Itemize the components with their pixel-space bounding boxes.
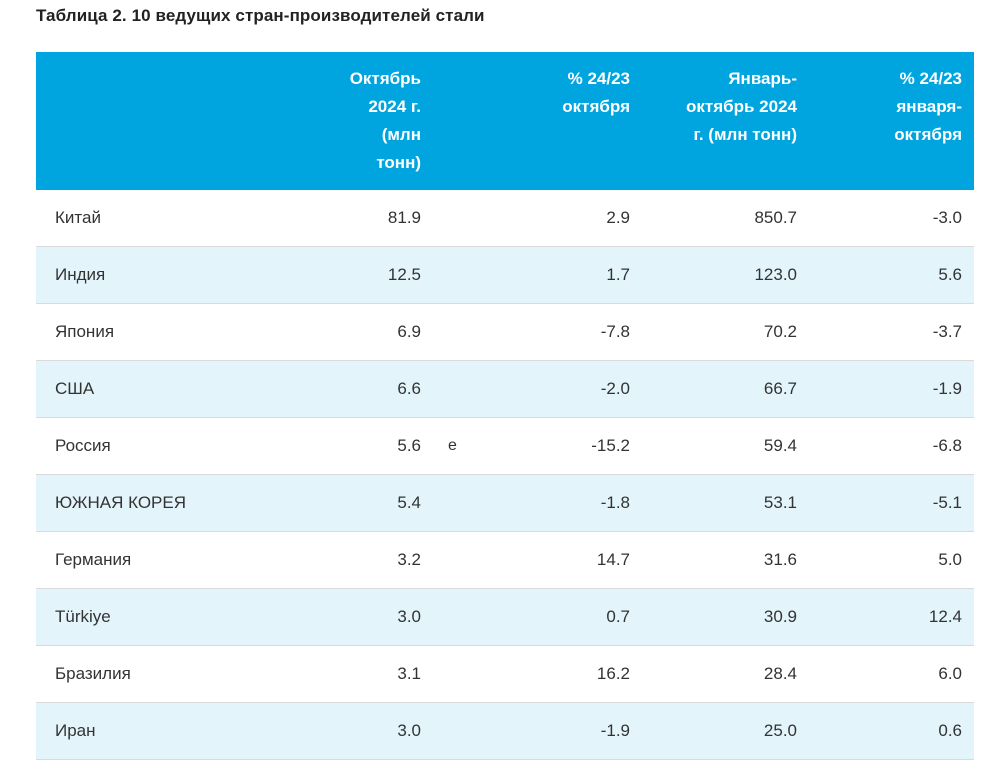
pct-oct-cell: -7.8 — [600, 322, 630, 341]
jan-oct-2024-cell: 31.6 — [763, 550, 797, 569]
country-cell: Иран — [55, 721, 96, 740]
pct-oct-cell: 16.2 — [596, 664, 630, 683]
oct-2024-cell: 5.4 — [397, 493, 421, 512]
jan-oct-2024-cell: 30.9 — [763, 607, 797, 626]
table-row: Türkiye 3.0 0.7 30.9 12.4 — [36, 588, 974, 646]
pct-jan-oct-cell: -6.8 — [932, 436, 962, 455]
oct-2024-cell: 3.2 — [397, 550, 421, 569]
pct-oct-cell: 14.7 — [596, 550, 630, 569]
estimate-note: e — [448, 437, 457, 454]
steel-producers-table: Октябрь 2024 г. (млн тонн) % 24/23 октяб… — [36, 52, 974, 760]
country-cell: Россия — [55, 436, 111, 455]
oct-2024-cell: 3.0 — [397, 607, 421, 626]
pct-oct-cell: -1.8 — [600, 493, 630, 512]
pct-jan-oct-cell: -1.9 — [932, 379, 962, 398]
pct-jan-oct-cell: 5.6 — [938, 265, 962, 284]
table-row: Бразилия 3.1 16.2 28.4 6.0 — [36, 645, 974, 703]
table-row: Япония 6.9 -7.8 70.2 -3.7 — [36, 303, 974, 361]
pct-jan-oct-cell: 12.4 — [928, 607, 962, 626]
jan-oct-2024-cell: 53.1 — [763, 493, 797, 512]
oct-2024-cell: 12.5 — [387, 265, 421, 284]
header-jan-oct-2024: Январь- октябрь 2024 г. (млн тонн) — [642, 52, 809, 190]
table-row: Россия 5.6 e -15.2 59.4 -6.8 — [36, 417, 974, 475]
country-cell: Бразилия — [55, 664, 131, 683]
oct-2024-cell: 81.9 — [387, 208, 421, 227]
pct-oct-cell: 2.9 — [606, 208, 630, 227]
table-row: Индия 12.5 1.7 123.0 5.6 — [36, 246, 974, 304]
country-cell: Китай — [55, 208, 101, 227]
table-title: Таблица 2. 10 ведущих стран-производител… — [36, 6, 485, 25]
table-row: Китай 81.9 2.9 850.7 -3.0 — [36, 190, 974, 247]
table-row: США 6.6 -2.0 66.7 -1.9 — [36, 360, 974, 418]
country-cell: Германия — [55, 550, 132, 569]
header-country — [36, 52, 266, 190]
jan-oct-2024-cell: 123.0 — [754, 265, 797, 284]
table-row: Иран 3.0 -1.9 25.0 0.6 — [36, 702, 974, 760]
oct-2024-cell: 6.6 — [397, 379, 421, 398]
oct-2024-cell: 3.1 — [397, 664, 421, 683]
jan-oct-2024-cell: 850.7 — [754, 208, 797, 227]
pct-oct-cell: -2.0 — [600, 379, 630, 398]
pct-oct-cell: -15.2 — [591, 436, 630, 455]
jan-oct-2024-cell: 28.4 — [763, 664, 797, 683]
country-cell: США — [55, 379, 95, 398]
pct-oct-cell: -1.9 — [600, 721, 630, 740]
oct-2024-cell: 6.9 — [397, 322, 421, 341]
oct-2024-cell: 5.6 e — [397, 436, 457, 455]
jan-oct-2024-cell: 70.2 — [763, 322, 797, 341]
pct-jan-oct-cell: 0.6 — [938, 721, 962, 740]
table-row: Германия 3.2 14.7 31.6 5.0 — [36, 531, 974, 589]
jan-oct-2024-cell: 59.4 — [763, 436, 797, 455]
pct-jan-oct-cell: -3.7 — [932, 322, 962, 341]
pct-jan-oct-cell: 6.0 — [938, 664, 962, 683]
oct-2024-cell: 3.0 — [397, 721, 421, 740]
pct-oct-cell: 1.7 — [606, 265, 630, 284]
header-pct-oct: % 24/23 октября — [433, 52, 642, 190]
pct-oct-cell: 0.7 — [606, 607, 630, 626]
table-row: ЮЖНАЯ КОРЕЯ 5.4 -1.8 53.1 -5.1 — [36, 474, 974, 532]
header-row: Октябрь 2024 г. (млн тонн) % 24/23 октяб… — [36, 52, 974, 190]
country-cell: Türkiye — [55, 607, 111, 626]
header-oct-2024: Октябрь 2024 г. (млн тонн) — [266, 52, 433, 190]
country-cell: Япония — [55, 322, 115, 341]
country-cell: ЮЖНАЯ КОРЕЯ — [55, 493, 187, 512]
pct-jan-oct-cell: 5.0 — [938, 550, 962, 569]
jan-oct-2024-cell: 66.7 — [763, 379, 797, 398]
table-header: Октябрь 2024 г. (млн тонн) % 24/23 октяб… — [36, 52, 974, 190]
pct-jan-oct-cell: -3.0 — [932, 208, 962, 227]
jan-oct-2024-cell: 25.0 — [763, 721, 797, 740]
header-pct-jan-oct: % 24/23 января- октября — [809, 52, 974, 190]
pct-jan-oct-cell: -5.1 — [932, 493, 962, 512]
country-cell: Индия — [55, 265, 106, 284]
table-body: Китай 81.9 2.9 850.7 -3.0 Индия 12.5 1.7 123.0 5.… — [36, 190, 974, 760]
